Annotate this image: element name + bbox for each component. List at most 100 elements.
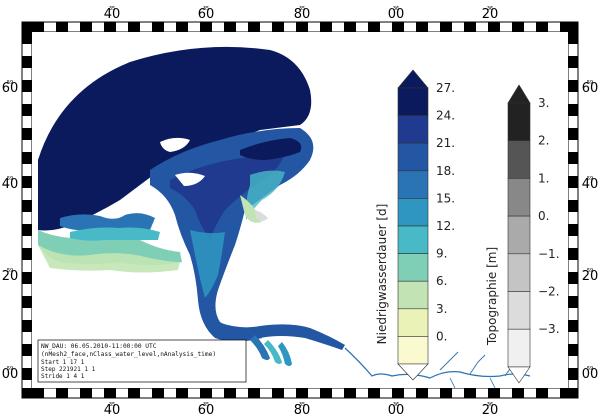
svg-text:59: 59 <box>7 80 13 86</box>
cb-main-label: 18. <box>436 164 455 178</box>
info-line-4: Step 221921 1 1 <box>41 366 96 373</box>
cb-main-swatch <box>397 308 429 337</box>
cb-main-swatch <box>397 225 429 254</box>
svg-text:00: 00 <box>2 367 19 382</box>
info-line-5: Stride 1 4 1 <box>41 373 85 380</box>
cb-main-label: 0. <box>436 329 447 343</box>
svg-text:59: 59 <box>7 268 13 274</box>
cb-topo-swatch <box>507 328 531 368</box>
cb-topo-title: Topographie [m] <box>485 247 499 346</box>
cb-main-swatch <box>397 280 429 310</box>
cb-main-label: 3. <box>436 302 447 316</box>
cb-topo-label: 1. <box>538 171 549 185</box>
map-content <box>32 32 568 389</box>
svg-text:35: 35 <box>109 402 115 408</box>
cb-main-label: 21. <box>436 136 455 150</box>
svg-text:59: 59 <box>7 366 13 372</box>
svg-text:20: 20 <box>482 7 499 22</box>
cb-main-label: 6. <box>436 274 447 288</box>
svg-text:59: 59 <box>587 366 593 372</box>
cb-topo-label: −2. <box>538 285 560 299</box>
svg-text:60: 60 <box>198 403 215 418</box>
svg-text:36: 36 <box>393 6 399 12</box>
svg-text:36: 36 <box>393 402 399 408</box>
cb-main-swatch <box>397 87 429 116</box>
svg-text:35: 35 <box>299 6 305 12</box>
info-line-2: (nMesh2_face,nClass_water_level,nAnalysi… <box>41 351 216 358</box>
cb-topo-swatch <box>507 178 531 217</box>
svg-text:20: 20 <box>2 269 19 284</box>
cb-topo-swatch <box>507 215 531 255</box>
cb-main-swatch <box>397 336 429 365</box>
info-line-1: NW_DAU: 06.05.2010-11:00:00 UTC <box>41 343 157 350</box>
svg-text:40: 40 <box>2 177 19 192</box>
cb-topo-label: 3. <box>538 96 549 110</box>
cb-topo-label: −3. <box>538 322 560 336</box>
cb-main-label: 9. <box>436 247 447 261</box>
cb-topo-label: 2. <box>538 134 549 148</box>
cb-topo-label: −1. <box>538 247 560 261</box>
cb-topo-swatch <box>507 102 531 142</box>
svg-text:00: 00 <box>582 367 599 382</box>
svg-text:35: 35 <box>203 402 209 408</box>
svg-text:59: 59 <box>7 176 13 182</box>
svg-text:40: 40 <box>582 177 599 192</box>
info-box: NW_DAU: 06.05.2010-11:00:00 UTC (nMesh2_… <box>37 339 247 383</box>
info-line-3: Start 1 17 1 <box>41 359 85 366</box>
svg-text:80: 80 <box>294 7 311 22</box>
svg-text:20: 20 <box>582 269 599 284</box>
cb-main-swatch <box>397 115 429 144</box>
land-patch <box>160 137 190 152</box>
cb-main-swatch <box>397 142 429 172</box>
cb-main-swatch <box>397 253 429 282</box>
river-line <box>344 347 531 379</box>
cb-main-label: 12. <box>436 219 455 233</box>
svg-text:35: 35 <box>299 402 305 408</box>
cb-main-title: Niedrigwasserdauer [d] <box>375 204 389 345</box>
cb-main-arrow-bottom <box>397 363 429 381</box>
cb-main-label: 24. <box>436 109 455 123</box>
svg-text:60: 60 <box>582 81 599 96</box>
svg-text:80: 80 <box>294 403 311 418</box>
cb-topo-swatch <box>507 253 531 292</box>
svg-text:40: 40 <box>104 7 121 22</box>
cb-main-swatch <box>397 170 429 199</box>
cb-main-swatch <box>397 198 429 227</box>
svg-text:20: 20 <box>482 403 499 418</box>
svg-text:59: 59 <box>587 80 593 86</box>
cb-topo-label: 0. <box>538 209 549 223</box>
cb-topo-swatch <box>507 140 531 179</box>
cb-main-label: 27. <box>436 81 455 95</box>
river-channel <box>218 322 345 350</box>
svg-text:59: 59 <box>587 268 593 274</box>
svg-text:35: 35 <box>203 6 209 12</box>
svg-text:60: 60 <box>198 7 215 22</box>
svg-text:00: 00 <box>388 7 405 22</box>
svg-text:00: 00 <box>388 403 405 418</box>
svg-text:40: 40 <box>104 403 121 418</box>
cb-topo-arrow-bottom <box>507 366 531 384</box>
colorbar-niedrigwasserdauer: 27. 24. 21. 18. 15. 12. 9. 6. 3. 0. Niedrigwasserd… <box>375 69 455 381</box>
svg-text:35: 35 <box>109 6 115 12</box>
svg-text:36: 36 <box>487 6 493 12</box>
cb-main-label: 15. <box>436 191 455 205</box>
colorbar-topographie: 3. 2. 1. 0. −1. −2. −3. Topographie [m] <box>485 84 560 384</box>
